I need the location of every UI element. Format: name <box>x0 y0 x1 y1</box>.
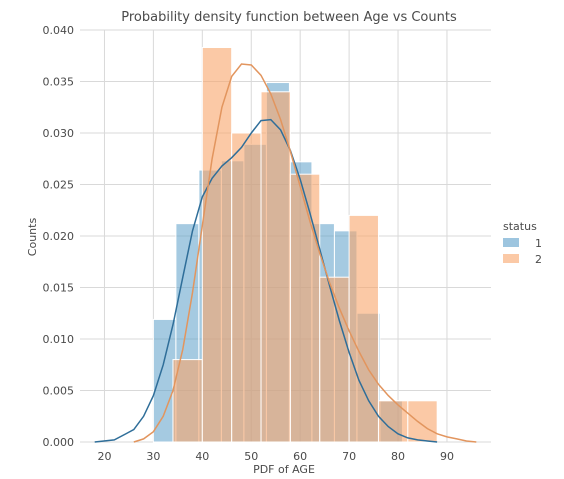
y-axis-label: Counts <box>26 218 39 257</box>
histogram-bar-status-2 <box>407 400 438 443</box>
y-tick-label: 0.025 <box>43 179 75 192</box>
x-tick-label: 60 <box>293 450 307 463</box>
y-tick-label: 0.015 <box>43 282 75 295</box>
x-tick-label: 30 <box>146 450 160 463</box>
legend-label-status-2: 2 <box>535 253 542 266</box>
legend-title: status <box>503 220 537 233</box>
x-tick-label: 20 <box>97 450 111 463</box>
x-axis-label: PDF of AGE <box>253 463 315 476</box>
x-tick-label: 90 <box>440 450 454 463</box>
kde-curve-status-1 <box>94 118 438 443</box>
y-tick-label: 0.035 <box>43 76 75 89</box>
legend: status 12 <box>503 220 542 266</box>
histogram-bar-status-2 <box>201 47 233 443</box>
legend-label-status-1: 1 <box>535 237 542 250</box>
x-tick-label: 50 <box>244 450 258 463</box>
legend-swatch-status-1 <box>503 238 519 247</box>
histogram-bar-status-2 <box>348 214 379 443</box>
legend-swatch-status-2 <box>503 254 519 263</box>
x-tick-label: 80 <box>391 450 405 463</box>
kde-curves <box>94 63 477 443</box>
x-tick-label: 70 <box>342 450 356 463</box>
legend-items: 12 <box>503 237 542 266</box>
y-tick-label: 0.020 <box>43 230 75 243</box>
y-tick-label: 0.040 <box>43 24 75 37</box>
y-tick-label: 0.005 <box>43 385 75 398</box>
chart-title: Probability density function between Age… <box>121 10 457 25</box>
kde-curve-status-2 <box>133 63 477 443</box>
histogram-bar-status-2 <box>289 173 321 443</box>
y-tick-label: 0.010 <box>43 333 75 346</box>
histogram-bar-status-2 <box>231 132 262 443</box>
axis-ticks: 20 30 40 50 60 70 80 90 0.000 0.005 0.010 0.015 0.02… <box>43 24 454 463</box>
histogram-bar-status-2 <box>260 91 291 443</box>
y-tick-label: 0.030 <box>43 127 75 140</box>
histogram-bar-status-2 <box>172 359 203 443</box>
histogram-bars <box>152 47 438 443</box>
x-tick-label: 40 <box>195 450 209 463</box>
y-tick-label: 0.000 <box>43 436 75 449</box>
